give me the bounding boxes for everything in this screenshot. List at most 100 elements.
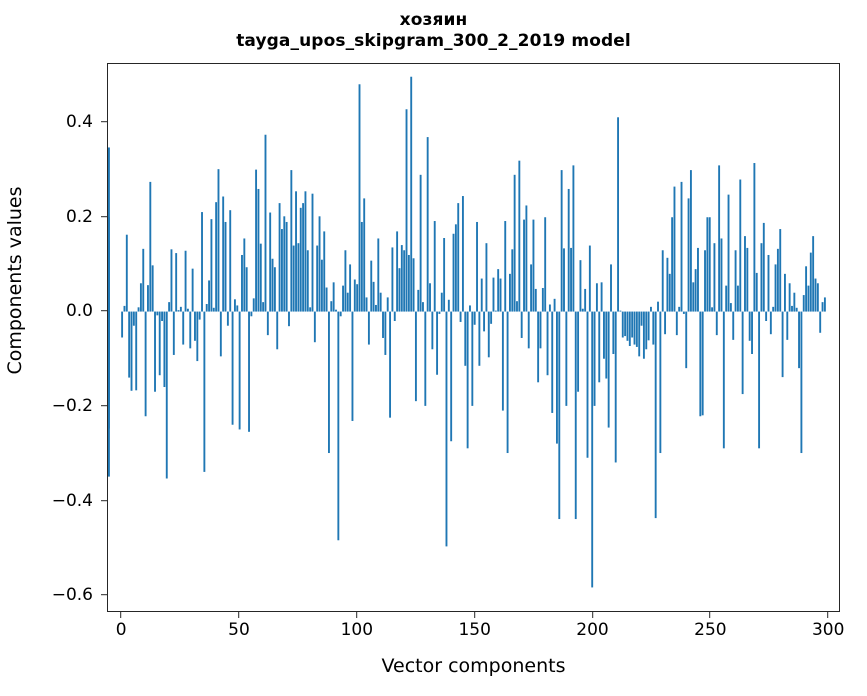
y-tick-label: −0.2: [51, 396, 93, 417]
bar: [198, 311, 201, 320]
bar: [635, 311, 638, 347]
bar: [689, 170, 692, 312]
bar: [132, 311, 135, 326]
bar: [454, 224, 457, 312]
bar: [603, 311, 605, 359]
bar: [671, 217, 674, 312]
bar: [276, 311, 279, 350]
bar: [501, 311, 504, 411]
bar: [212, 307, 215, 312]
x-tick-label: 100: [340, 620, 374, 640]
bar: [238, 311, 241, 430]
bar: [161, 311, 164, 322]
bar: [518, 160, 521, 312]
y-tick-label: 0.0: [65, 301, 93, 322]
bar: [252, 298, 255, 312]
bar: [241, 254, 243, 312]
bar: [805, 266, 808, 312]
bar: [205, 304, 208, 312]
bar: [563, 248, 565, 312]
bar: [433, 221, 436, 312]
bar: [177, 310, 180, 312]
bar: [356, 284, 359, 312]
bar: [215, 202, 218, 312]
bar: [516, 301, 518, 312]
x-tick-label: 200: [576, 620, 609, 640]
bar: [617, 117, 620, 312]
bar: [640, 311, 643, 326]
bar: [323, 231, 326, 312]
bar: [631, 311, 634, 338]
bar: [725, 285, 728, 312]
bar: [729, 303, 732, 312]
bar: [121, 311, 124, 338]
bar: [461, 196, 464, 312]
bar-series-canvas: [108, 76, 826, 588]
bar: [570, 247, 572, 312]
bar: [436, 311, 439, 375]
bar: [466, 311, 469, 449]
bar: [313, 311, 316, 343]
bar: [473, 311, 476, 325]
bar: [779, 229, 782, 312]
bar: [168, 302, 171, 312]
bar: [229, 210, 232, 312]
x-tick-label: 150: [458, 620, 491, 640]
x-tick-mark: [709, 612, 711, 618]
bar: [581, 308, 584, 312]
bar: [558, 311, 561, 520]
bar: [732, 311, 735, 340]
bar: [548, 304, 551, 312]
bar: [546, 311, 549, 376]
bar: [534, 288, 537, 312]
bar: [523, 219, 525, 312]
bar: [793, 292, 796, 312]
bar: [553, 298, 556, 312]
y-tick-mark: [101, 310, 107, 312]
bar: [584, 288, 587, 312]
bar: [605, 311, 608, 379]
bar: [297, 243, 300, 312]
bar: [266, 311, 269, 336]
bar: [809, 252, 812, 312]
bar: [163, 311, 166, 388]
bar: [123, 305, 126, 312]
bar: [194, 311, 196, 341]
bar: [222, 196, 225, 312]
bar: [798, 311, 800, 369]
bar: [320, 259, 323, 312]
bar: [440, 292, 443, 312]
bar: [762, 222, 765, 312]
bar: [196, 311, 199, 362]
bar: [800, 311, 803, 454]
bar: [269, 212, 272, 312]
bar: [551, 311, 554, 413]
bar: [593, 311, 596, 406]
bar: [744, 236, 746, 312]
bar: [595, 283, 598, 312]
bar: [318, 216, 321, 312]
bar: [255, 169, 258, 312]
bar: [452, 233, 455, 312]
y-tick-mark: [101, 121, 107, 123]
bar: [673, 186, 676, 312]
bar: [525, 205, 528, 312]
bar: [661, 250, 664, 312]
bar: [391, 247, 394, 312]
bar: [821, 302, 824, 312]
bar: [506, 311, 509, 454]
bar: [511, 249, 514, 312]
bar: [125, 234, 128, 312]
bar: [492, 277, 495, 312]
bar: [600, 282, 603, 312]
bar: [819, 311, 822, 333]
bar: [389, 311, 392, 418]
bar: [170, 249, 173, 312]
bar: [299, 207, 302, 312]
bar: [784, 273, 786, 312]
bar: [375, 304, 377, 312]
bar: [638, 311, 641, 357]
bar: [447, 299, 450, 312]
bar: [210, 219, 213, 312]
